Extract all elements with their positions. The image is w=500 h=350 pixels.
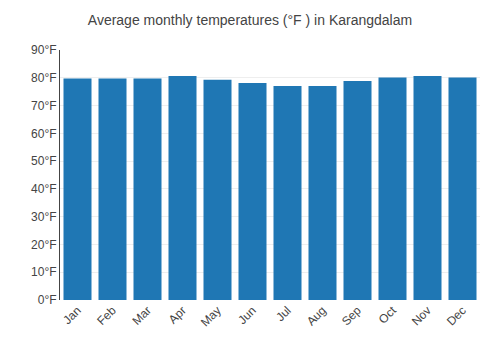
svg-text:Mar: Mar — [129, 303, 154, 328]
svg-text:Aug: Aug — [304, 303, 329, 328]
svg-text:May: May — [198, 303, 224, 329]
svg-text:Jul: Jul — [273, 303, 294, 324]
svg-text:Dec: Dec — [444, 303, 469, 328]
svg-text:Average monthly temperatures (: Average monthly temperatures (°F ) in Ka… — [88, 12, 412, 28]
svg-text:Jan: Jan — [60, 303, 84, 327]
svg-text:Feb: Feb — [94, 303, 119, 328]
svg-text:40°F: 40°F — [31, 182, 56, 196]
svg-text:0°F: 0°F — [38, 293, 57, 307]
svg-text:Sep: Sep — [339, 303, 364, 328]
svg-text:Jun: Jun — [235, 303, 259, 327]
svg-text:80°F: 80°F — [31, 71, 56, 85]
svg-text:Oct: Oct — [376, 303, 400, 327]
svg-text:30°F: 30°F — [31, 210, 56, 224]
svg-text:Apr: Apr — [166, 303, 189, 326]
svg-text:70°F: 70°F — [31, 99, 56, 113]
svg-text:60°F: 60°F — [31, 127, 56, 141]
svg-text:20°F: 20°F — [31, 238, 56, 252]
svg-text:10°F: 10°F — [31, 265, 56, 279]
svg-text:90°F: 90°F — [31, 43, 56, 57]
svg-text:50°F: 50°F — [31, 154, 56, 168]
svg-text:Nov: Nov — [409, 303, 434, 328]
